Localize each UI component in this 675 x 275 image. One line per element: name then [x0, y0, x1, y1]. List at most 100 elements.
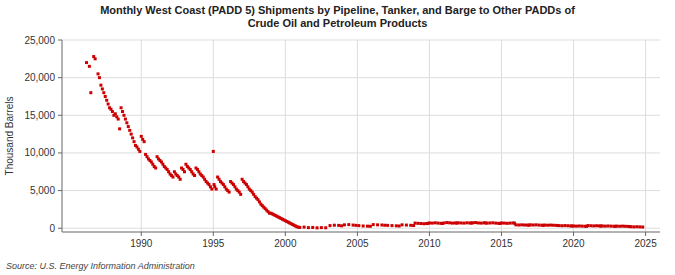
point [140, 135, 143, 138]
point [434, 221, 437, 224]
point [500, 221, 503, 224]
point [89, 91, 92, 94]
point [228, 191, 231, 194]
point [575, 225, 578, 228]
point [121, 110, 124, 113]
point [357, 224, 360, 227]
point [578, 224, 581, 227]
tick-label: 25,000 [24, 35, 55, 46]
point [546, 224, 549, 227]
point [549, 224, 552, 227]
point [537, 224, 540, 227]
point [523, 223, 526, 226]
point [154, 167, 157, 170]
point [215, 188, 218, 191]
grid-line [62, 77, 660, 78]
grid-line [213, 40, 214, 232]
point [111, 110, 114, 113]
point [624, 225, 627, 228]
point [107, 103, 110, 106]
point [324, 226, 327, 229]
point [535, 223, 538, 226]
tick-mark [58, 40, 62, 41]
tick-mark [213, 232, 214, 236]
point [352, 224, 355, 227]
tick-label: 2000 [274, 238, 297, 249]
point [398, 224, 401, 227]
tick-mark [285, 232, 286, 236]
tick-mark [58, 152, 62, 153]
point [311, 226, 314, 229]
point [118, 127, 121, 130]
point [604, 225, 607, 228]
point [419, 222, 422, 225]
point [641, 226, 644, 229]
point [337, 224, 340, 227]
point [517, 223, 520, 226]
point [131, 136, 134, 139]
point [120, 106, 123, 109]
point [329, 224, 332, 227]
grid-line [285, 40, 286, 232]
point [558, 224, 561, 227]
point [621, 225, 624, 228]
point [445, 221, 448, 224]
y-axis-line [62, 40, 63, 232]
point [307, 226, 310, 229]
grid-line [501, 40, 502, 232]
point [532, 223, 535, 226]
grid-line [62, 115, 660, 116]
point [457, 221, 460, 224]
point [414, 222, 417, 225]
grid-line [573, 40, 574, 232]
tick-mark [429, 232, 430, 236]
chart-svg: Monthly West Coast (PADD 5) Shipments by… [0, 0, 675, 275]
point [581, 225, 584, 228]
tick-label: 10,000 [24, 147, 55, 158]
point [503, 222, 506, 225]
point [94, 57, 97, 60]
point [431, 222, 434, 225]
point [529, 223, 532, 226]
point [128, 129, 131, 132]
point [566, 224, 569, 227]
point [480, 222, 483, 225]
point [340, 224, 343, 227]
point [183, 170, 186, 173]
point [347, 223, 350, 226]
tick-label: 2010 [418, 238, 441, 249]
point [592, 224, 595, 227]
point [506, 222, 509, 225]
tick-label: 15,000 [24, 110, 55, 121]
point [117, 118, 120, 121]
point [638, 225, 641, 228]
point [130, 133, 133, 136]
point [210, 188, 213, 191]
point [386, 224, 389, 227]
tick-label: 1995 [202, 238, 225, 249]
point [133, 140, 136, 143]
point [88, 65, 91, 68]
point [138, 150, 141, 153]
point [491, 221, 494, 224]
chart-container: Monthly West Coast (PADD 5) Shipments by… [0, 0, 675, 275]
point [333, 224, 336, 227]
point [615, 225, 618, 228]
point [405, 224, 408, 227]
point [572, 224, 575, 227]
point [401, 223, 404, 226]
point [193, 174, 196, 177]
point [601, 224, 604, 227]
point [474, 221, 477, 224]
point [465, 221, 468, 224]
point [428, 221, 431, 224]
point [212, 150, 215, 153]
point [488, 221, 491, 224]
point [520, 223, 523, 226]
point [416, 222, 419, 225]
title-line: Monthly West Coast (PADD 5) Shipments by… [100, 4, 575, 16]
point [561, 224, 564, 227]
point [390, 224, 393, 227]
point [114, 112, 117, 115]
grid-line [645, 40, 646, 232]
